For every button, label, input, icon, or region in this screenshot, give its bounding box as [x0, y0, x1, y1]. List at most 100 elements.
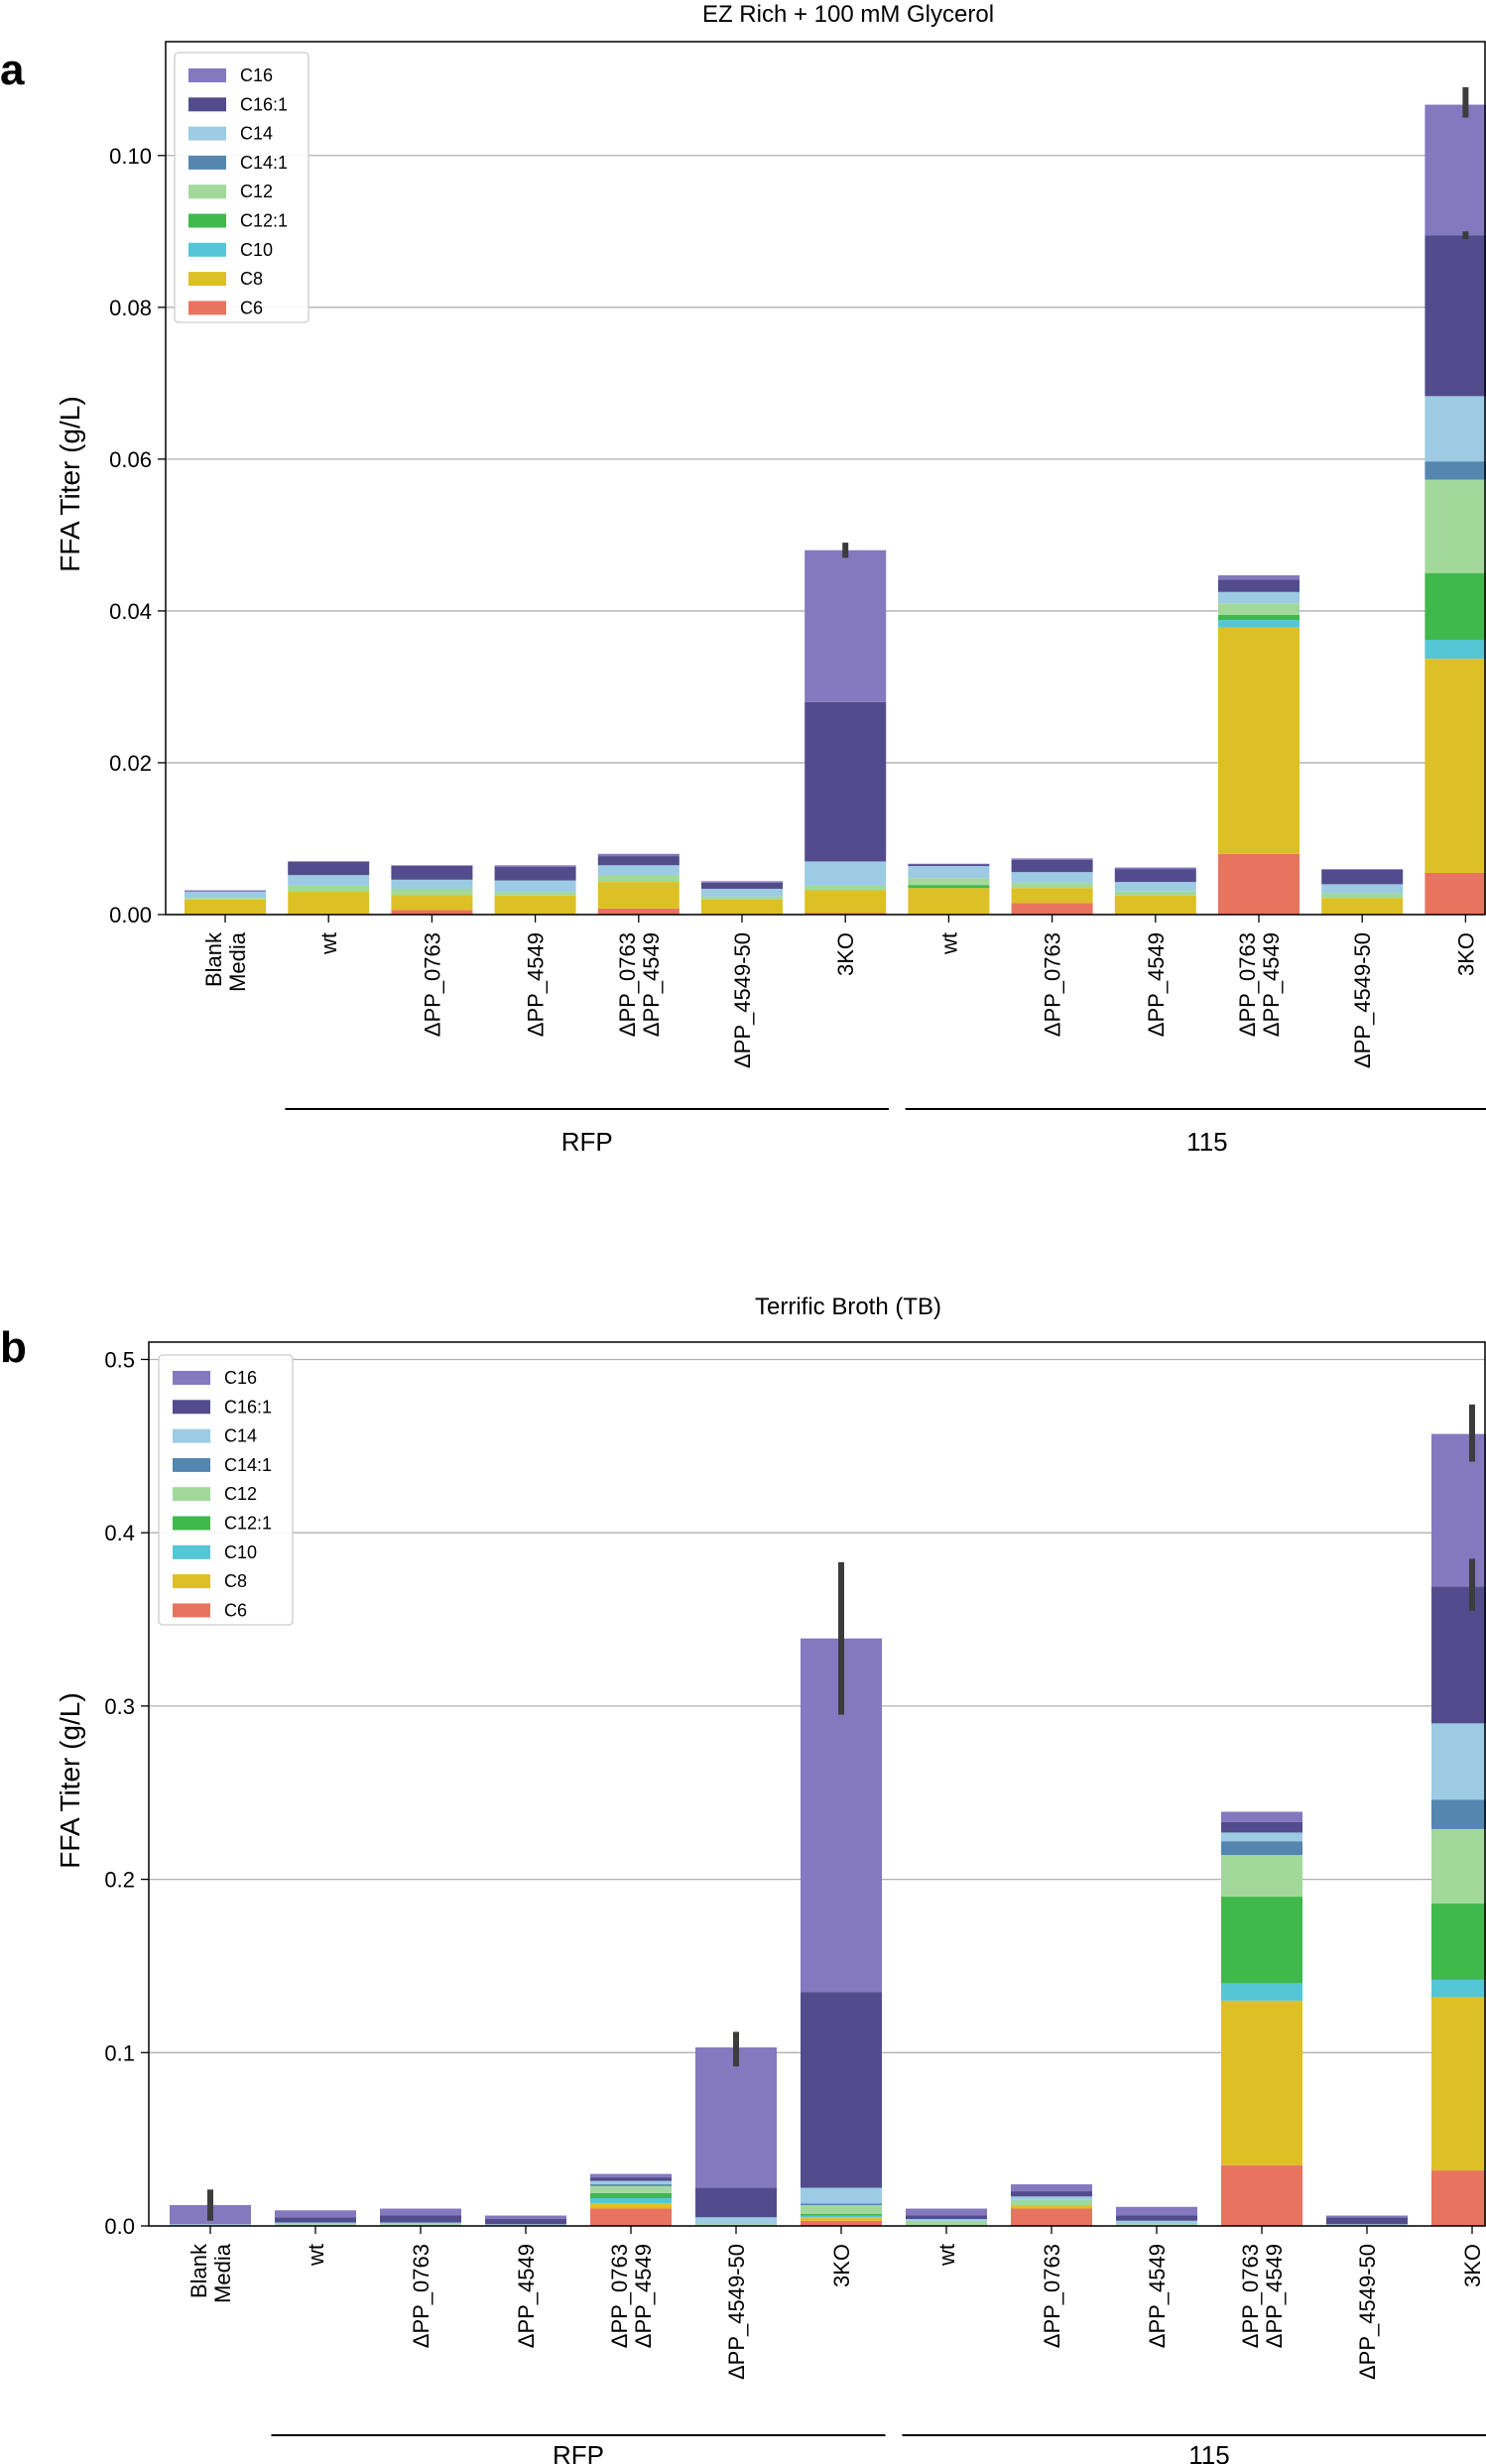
panel-a-bar-segment	[1424, 235, 1486, 397]
panel-a-legend-swatch	[188, 272, 226, 287]
panel-a-y-tick-label: 0.00	[109, 903, 152, 927]
panel-a-x-tick-label: ΔPP_0763	[420, 932, 444, 1037]
panel-b-bar-segment	[1326, 2215, 1408, 2218]
panel-b-bar-segment	[801, 2187, 882, 2204]
panel-a-bar-segment	[908, 863, 990, 865]
panel-b-legend-label: C6	[224, 1600, 247, 1620]
panel-b-legend-swatch	[173, 1603, 210, 1618]
panel-b-bar-segment	[1011, 2184, 1092, 2192]
panel-a-x-tick-label: ΔPP_4549-50	[730, 932, 755, 1068]
panel-a-bar-segment	[1321, 869, 1404, 870]
panel-b-bar-segment	[1431, 1904, 1486, 1980]
panel-a-bars	[185, 104, 1486, 915]
panel-b-y-axis-label: FFA Titer (g/L)	[55, 1692, 85, 1868]
panel-b-legend-swatch	[173, 1457, 210, 1472]
panel-b-bar-segment	[275, 2224, 356, 2226]
panel-a-bar-segment	[1114, 895, 1196, 915]
panel-a-y-tick-label: 0.08	[109, 296, 152, 320]
panel-b-y-tick-label: 0.5	[104, 1347, 135, 1372]
panel-b-bar-segment	[906, 2215, 987, 2220]
panel-b-group-labels: RFP 115	[271, 2434, 1486, 2464]
panel-a-bar-segment	[701, 888, 783, 897]
panel-a-bar-segment	[1424, 396, 1486, 462]
panel-a-bar-segment	[805, 885, 887, 891]
panel-a-bar-segment	[185, 898, 266, 900]
panel-a-bar-segment	[1114, 869, 1196, 883]
panel-a-bar-segment	[1218, 853, 1300, 915]
panel-b-bar-segment	[1011, 2191, 1092, 2197]
panel-a-bar-segment	[1424, 104, 1486, 236]
panel-a-bar-segment	[1321, 893, 1404, 899]
panel-a-bar-segment	[391, 888, 473, 896]
panel-a-x-tick-label: 3KO	[1453, 932, 1478, 976]
panel-b-bar-segment	[380, 2224, 461, 2226]
panel-a-bar-segment	[805, 550, 887, 702]
panel-b-bar-segment	[801, 2205, 882, 2214]
panel-b-bar-segment	[695, 2224, 777, 2226]
panel-b-x-tick-label: ΔPP_4549-50	[724, 2244, 749, 2380]
panel-a-bar-segment	[805, 861, 887, 886]
panel-a-bar-segment	[1321, 898, 1404, 915]
panel-a-bar-segment	[597, 875, 680, 883]
panel-a-bar-segment	[1114, 867, 1196, 870]
panel-a-bar-segment	[391, 879, 473, 889]
panel-a-x-tick-label: Media	[225, 931, 250, 992]
panel-b-bar-segment	[1116, 2220, 1197, 2225]
panel-b-legend-swatch	[173, 1487, 210, 1502]
panel-a-bar-segment	[1011, 903, 1093, 915]
panel-a-bar-segment	[805, 913, 887, 915]
panel-a-bar-segment	[185, 892, 266, 899]
panel-a-legend-label: C8	[240, 269, 263, 289]
panel-a-y-ticks: 0.00 0.02 0.04 0.06 0.08 0.10	[109, 144, 166, 927]
panel-b-legend-label: C14:1	[224, 1455, 272, 1475]
panel-a-bar-segment	[908, 866, 990, 879]
panel-a-bar-segment	[1424, 572, 1486, 640]
panel-a-bar-segment	[597, 908, 680, 915]
panel-a-legend-label: C16:1	[240, 94, 288, 114]
panel-a-chart: a EZ Rich + 100 mM Glycerol FFA Titer (g…	[0, 1, 1486, 1157]
panel-a-y-tick-label: 0.06	[109, 447, 152, 472]
panel-b-x-tick-label: ΔPP_0763	[1040, 2244, 1064, 2348]
panel-a-legend-swatch	[188, 185, 226, 199]
panel-a-bar-segment	[494, 892, 576, 896]
panel-b-bar-segment	[906, 2219, 987, 2221]
panel-a-bar-segment	[1218, 579, 1300, 592]
panel-b-bar-segment	[1221, 1983, 1302, 2001]
panel-a-bar-segment	[805, 701, 887, 862]
panel-b-x-tick-label: 3KO	[1460, 2244, 1485, 2287]
panel-a-legend-swatch	[188, 242, 226, 257]
panel-b-x-tick-label: ΔPP_4549-50	[1355, 2244, 1380, 2380]
panel-b-bar-segment	[275, 2210, 356, 2218]
panel-a-legend-label: C10	[240, 240, 273, 260]
panel-b-bar-segment	[1431, 1433, 1486, 1587]
panel-a-x-tick-label: ΔPP_4549	[639, 932, 664, 1037]
panel-b-bar-segment	[590, 2208, 672, 2226]
panel-a-group-label: 115	[1186, 1127, 1227, 1157]
panel-a-bar-segment	[597, 865, 680, 876]
panel-a-legend-label: C12	[240, 182, 273, 201]
panel-a-x-tick-label: ΔPP_0763	[615, 932, 640, 1037]
panel-b-legend-label: C14	[224, 1426, 257, 1446]
panel-b-x-tick-label: Media	[210, 2243, 235, 2303]
panel-b-y-tick-label: 0.0	[104, 2214, 135, 2239]
panel-b-legend-swatch	[173, 1544, 210, 1559]
panel-a-x-tick-label: ΔPP_4549	[524, 932, 549, 1037]
panel-a-legend-label: C14	[240, 124, 273, 144]
panel-b-bar-segment	[1011, 2205, 1092, 2209]
panel-b-bar-segment	[1431, 1799, 1486, 1829]
panel-a-legend-label: C6	[240, 298, 263, 317]
panel-a-x-tick-label: Blank	[201, 931, 226, 987]
panel-a-bar-segment	[701, 896, 783, 900]
panel-a-bar-segment	[1424, 461, 1486, 480]
panel-b-legend-label: C16	[224, 1368, 257, 1388]
panel-b-bar-segment	[695, 2187, 777, 2218]
panel-b-bar-segment	[1221, 1897, 1302, 1984]
panel-b-legend-swatch	[173, 1400, 210, 1415]
panel-b-bar-segment	[1221, 2164, 1302, 2226]
panel-b-bar-segment	[590, 2185, 672, 2193]
panel-b-x-tick-label: wt	[934, 2244, 959, 2267]
panel-b-legend-label: C8	[224, 1571, 247, 1591]
panel-a-bar-segment	[1424, 639, 1486, 660]
panel-b-y-tick-label: 0.1	[104, 2040, 135, 2065]
panel-a-legend-swatch	[188, 126, 226, 141]
